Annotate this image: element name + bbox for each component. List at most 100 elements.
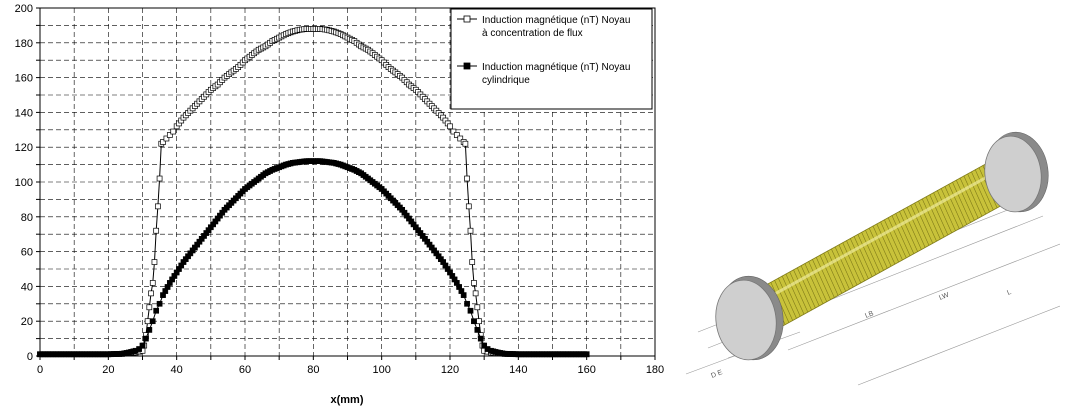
coil-turn: [872, 225, 892, 267]
coil-turn: [940, 188, 960, 229]
data-point: [462, 140, 469, 147]
y-tick-label: 140: [15, 107, 33, 119]
coil-turn: [883, 219, 903, 261]
data-point: [469, 259, 476, 265]
dimension-label-de: D E: [710, 369, 724, 380]
legend-box: [450, 8, 653, 110]
data-point: [149, 318, 156, 325]
dimension-label-l: L: [1006, 289, 1012, 297]
data-point: [474, 327, 481, 333]
coil-turn: [789, 271, 809, 313]
coil-highlight: [742, 164, 1009, 313]
data-point: [450, 128, 457, 135]
coil-turn: [891, 215, 911, 256]
data-point: [146, 327, 153, 333]
coil-turn: [777, 277, 797, 319]
coil-turn: [823, 252, 843, 294]
legend-label: Induction magnétique (nT) Noyau: [482, 62, 630, 73]
x-tick-label: 120: [441, 364, 459, 376]
coil-turn: [819, 254, 839, 296]
coil-turn: [880, 221, 899, 263]
y-tick-label: 160: [15, 73, 33, 85]
data-point: [474, 304, 481, 311]
coil-turn: [906, 206, 926, 248]
x-tick-label: 20: [102, 364, 114, 376]
data-point: [156, 175, 163, 182]
coil-turn: [800, 265, 820, 307]
data-point: [481, 342, 488, 349]
legend-swatch-marker: [463, 62, 471, 70]
coil-turn: [815, 256, 835, 298]
coil-turn: [967, 173, 987, 215]
data-point: [467, 307, 474, 314]
data-point: [460, 292, 467, 298]
data-point: [149, 280, 156, 286]
coil-turn: [902, 208, 922, 250]
data-point: [471, 280, 477, 286]
coil-turn: [929, 194, 949, 236]
legend-label: à concentration de flux: [482, 28, 583, 39]
legend-label: Induction magnétique (nT) Noyau: [482, 15, 630, 26]
coil-turn: [853, 236, 873, 277]
data-point: [156, 300, 163, 307]
coil-turn: [846, 240, 865, 281]
coil-turn: [887, 217, 907, 259]
dimension-label-lw: LW: [938, 292, 950, 302]
coil-turn: [849, 238, 869, 279]
y-tick-label: 80: [21, 212, 33, 224]
x-tick-label: 80: [307, 364, 319, 376]
coil-turn: [834, 246, 854, 288]
x-tick-label: 160: [577, 364, 595, 376]
legend-label: cylindrique: [482, 75, 530, 86]
coil-turn: [910, 204, 930, 246]
y-tick-label: 40: [21, 281, 33, 293]
y-tick-label: 0: [27, 351, 33, 363]
coil-turn: [933, 192, 952, 234]
coil-turn: [899, 211, 918, 252]
coil-turn: [925, 196, 945, 238]
legend-swatch-marker: [463, 15, 471, 23]
coil-turn: [861, 231, 881, 273]
y-tick-label: 100: [15, 177, 33, 189]
coil-flange-left: [715, 275, 784, 361]
x-tick-label: 180: [646, 364, 664, 376]
magnetic-induction-chart: 0 20 40 60 80 100 120 140 160 180 0 20 40 60 80 100 120 1…: [15, 3, 665, 406]
data-point: [453, 132, 460, 138]
data-point: [148, 290, 154, 297]
coil-turn: [830, 248, 850, 290]
data-point: [136, 346, 142, 352]
coil-flange-right: [984, 131, 1049, 213]
data-point: [155, 203, 161, 210]
data-point: [153, 307, 160, 314]
x-tick-label: 40: [171, 364, 183, 376]
series-layer: [37, 26, 590, 358]
x-tick-label: 100: [372, 364, 390, 376]
coil-turn: [804, 263, 824, 304]
coil-turn: [796, 267, 816, 309]
y-tick-label: 60: [21, 247, 33, 259]
coil-turn: [948, 183, 968, 225]
dimension-label-lb: LB: [864, 310, 875, 320]
y-tick-label: 20: [21, 316, 33, 328]
data-point: [476, 318, 482, 325]
x-tick-label: 140: [509, 364, 527, 376]
data-point: [464, 175, 470, 182]
data-point: [153, 227, 160, 234]
data-point: [139, 342, 146, 349]
data-point: [151, 259, 158, 265]
data-point: [170, 128, 177, 135]
coil-turn: [857, 233, 877, 275]
coil-turn: [936, 190, 956, 231]
coil-turn: [865, 229, 884, 271]
coil-turn: [918, 200, 937, 242]
coil-turn: [895, 213, 915, 254]
x-tick-label: 0: [37, 364, 43, 376]
data-point: [166, 132, 173, 138]
coil-illustration: LW L LB D E: [685, 131, 1060, 386]
data-point: [457, 135, 464, 142]
coil-turn: [793, 269, 812, 311]
y-tick-label: 180: [15, 38, 33, 50]
coil-turn: [827, 250, 846, 292]
data-point: [146, 304, 153, 311]
coil-turn: [955, 179, 975, 221]
